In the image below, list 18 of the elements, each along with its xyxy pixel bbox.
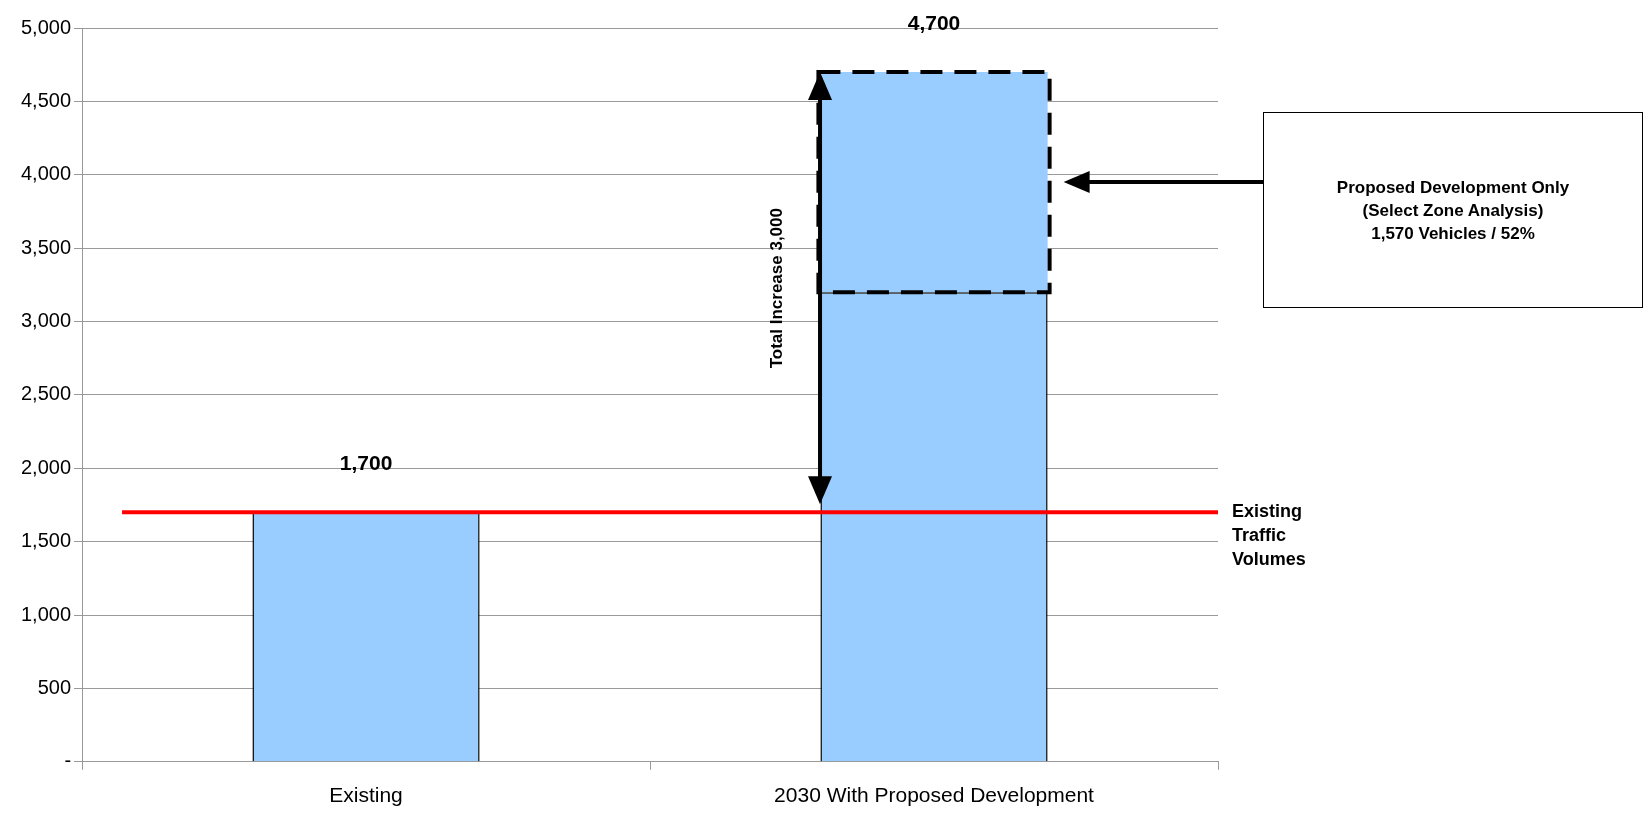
y-tick-label: 2,000 (20, 455, 72, 478)
y-tick-label: 1,500 (20, 529, 72, 552)
y-tick-label: 4,000 (20, 162, 72, 185)
y-tick-label: 4,500 (20, 88, 72, 111)
y-tick-label: 5,000 (20, 15, 72, 38)
text: Proposed Development Only (Select Zone Analysis) 1,570 Vehicles / 52% (1263, 112, 1643, 309)
annotation: Total Increase 3,000 (767, 208, 787, 369)
y-tick-label: 2,500 (20, 382, 72, 405)
y-tick-label: - (64, 749, 72, 772)
x-tick-label: 2030 With Proposed Development (774, 783, 1095, 807)
text: 1,700 (339, 451, 393, 475)
text: 4,700 (907, 10, 961, 34)
y-tick-label: 3,500 (20, 235, 72, 258)
x-tick-label: Existing (329, 783, 403, 807)
ref-line-label: Existing Traffic Volumes (1232, 501, 1306, 570)
y-tick-label: 3,000 (20, 309, 72, 332)
y-tick-label: 1,000 (20, 602, 72, 625)
y-tick-label: 500 (37, 675, 72, 698)
